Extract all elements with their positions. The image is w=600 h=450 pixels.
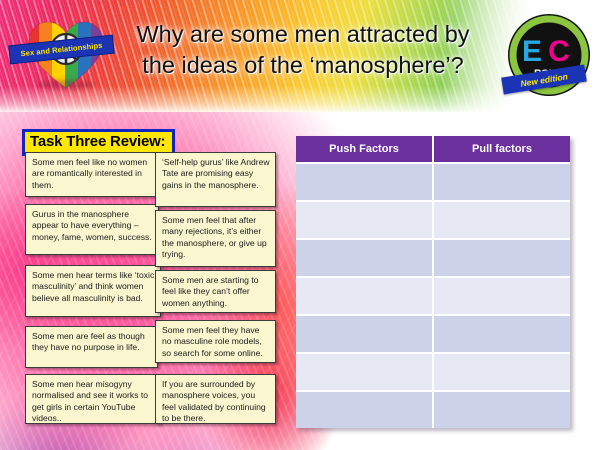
page-title-line-1: Why are some men attracted by: [136, 21, 470, 47]
task-label: Task Three Review:: [22, 129, 176, 156]
list-item[interactable]: Some men feel they have no masculine rol…: [155, 320, 276, 363]
table-header-row: Push Factors Pull factors: [296, 136, 570, 164]
table-cell-pull[interactable]: [434, 354, 570, 392]
table-cell-pull[interactable]: [434, 164, 570, 202]
table-cell-pull[interactable]: [434, 316, 570, 354]
page-title-line-2: the ideas of the ‘manosphere’?: [142, 52, 464, 78]
table-cell-push[interactable]: [296, 202, 434, 240]
list-item[interactable]: Some men are feel as though they have no…: [25, 326, 158, 368]
list-item[interactable]: Gurus in the manosphere appear to have e…: [25, 204, 159, 255]
table-cell-push[interactable]: [296, 240, 434, 278]
push-pull-table: Push Factors Pull factors: [296, 136, 570, 428]
table-cell-push[interactable]: [296, 354, 434, 392]
table-body: [296, 164, 570, 428]
table-cell-pull[interactable]: [434, 240, 570, 278]
table-cell-push[interactable]: [296, 278, 434, 316]
table-row: [296, 164, 570, 202]
table-row: [296, 278, 570, 316]
table-cell-push[interactable]: [296, 392, 434, 428]
table-cell-pull[interactable]: [434, 278, 570, 316]
table-row: [296, 354, 570, 392]
column-header-push-factors: Push Factors: [296, 136, 434, 164]
rainbow-heart-logo: Sex and Relationships: [8, 18, 115, 98]
list-item[interactable]: If you are surrounded by manosphere voic…: [155, 374, 276, 424]
svg-text:C: C: [548, 35, 570, 68]
table-row: [296, 202, 570, 240]
column-header-pull-factors: Pull factors: [434, 136, 570, 164]
table-cell-pull[interactable]: [434, 202, 570, 240]
table-cell-push[interactable]: [296, 316, 434, 354]
page-title: Why are some men attracted by the ideas …: [112, 19, 494, 81]
table-cell-push[interactable]: [296, 164, 434, 202]
list-item[interactable]: Some men feel that after many rejections…: [155, 210, 276, 267]
list-item[interactable]: Some men hear misogyny normalised and se…: [25, 374, 161, 424]
table-row: [296, 316, 570, 354]
list-item[interactable]: Some men hear terms like ‘toxic masculin…: [25, 265, 161, 317]
task-label-text: Task Three Review:: [30, 133, 166, 150]
ec-pshe-logo: E C PSHE New edition: [501, 13, 591, 97]
list-item[interactable]: ‘Self-help gurus’ like Andrew Tate are p…: [155, 152, 276, 207]
table-row: [296, 392, 570, 428]
list-item[interactable]: Some men feel like no women are romantic…: [25, 152, 159, 197]
heart-shadow: [37, 80, 95, 89]
table-row: [296, 240, 570, 278]
topic-tag-label: Sex and Relationships: [20, 40, 103, 59]
svg-text:E: E: [522, 35, 542, 68]
list-item[interactable]: Some men are starting to feel like they …: [155, 270, 276, 313]
table-cell-pull[interactable]: [434, 392, 570, 428]
banner-bottom-fade: [0, 86, 600, 112]
